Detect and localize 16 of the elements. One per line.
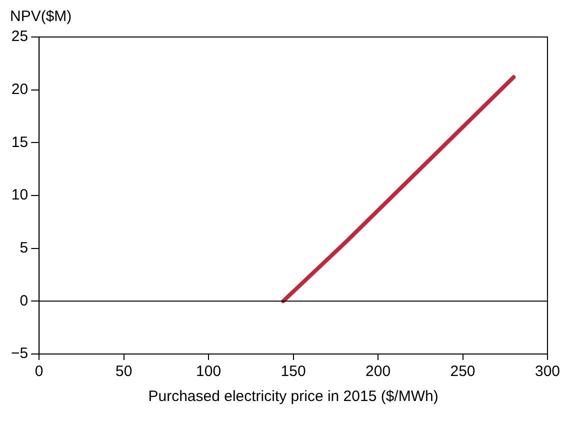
y-axis-title: NPV($M) [10, 8, 73, 25]
x-tick-label: 300 [534, 363, 560, 380]
x-tick-label: 50 [115, 363, 132, 380]
y-tick-label: 15 [11, 134, 28, 151]
y-tick-label: 10 [11, 186, 28, 204]
x-tick-label: 100 [196, 363, 222, 380]
y-tick-label: −5 [10, 345, 28, 362]
x-tick-label: 150 [280, 363, 306, 380]
x-tick-label: 0 [34, 363, 44, 380]
y-tick-label: 0 [20, 292, 28, 310]
y-tick-label: 25 [11, 28, 28, 46]
x-tick-label: 250 [450, 363, 476, 380]
x-axis-title: Purchased electricity price in 2015 ($/MWh) [148, 388, 438, 406]
y-tick-label: 5 [20, 239, 28, 256]
y-tick-label: 20 [11, 80, 28, 98]
x-tick-label: 200 [366, 363, 391, 380]
